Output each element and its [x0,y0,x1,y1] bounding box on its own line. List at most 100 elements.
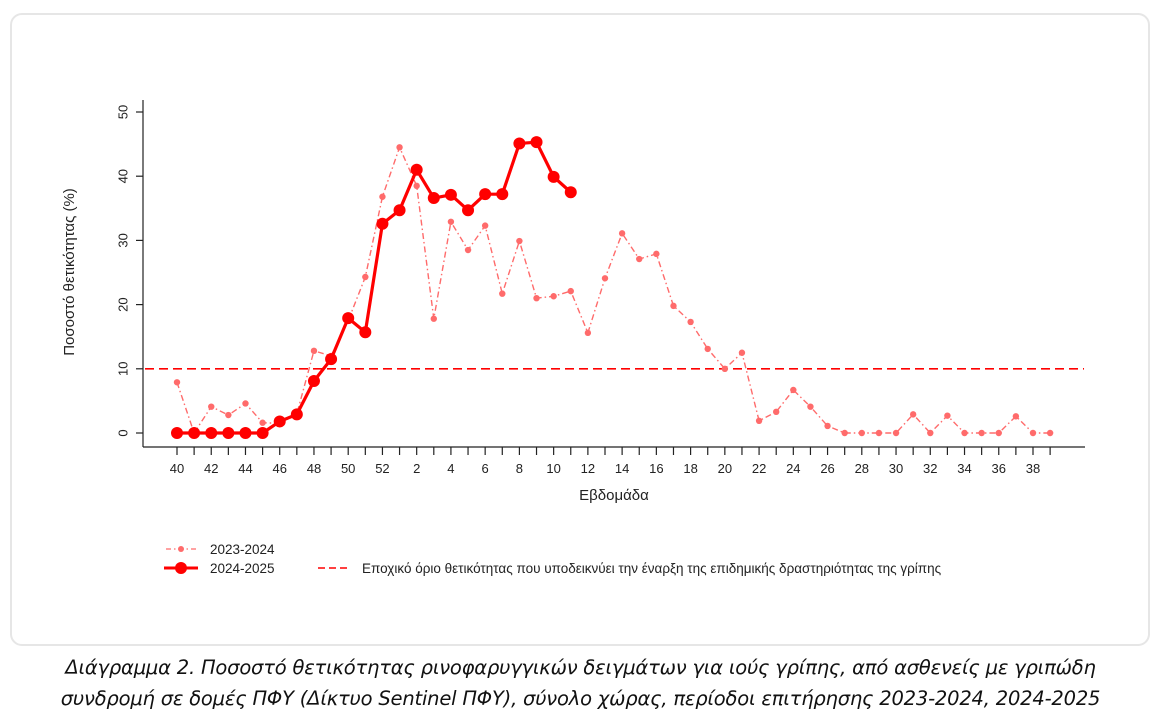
data-point-2024-2025 [462,204,475,217]
x-tick-label: 6 [482,461,489,476]
data-point-2023-2024 [944,412,951,419]
x-tick-label: 40 [170,461,184,476]
x-tick-label: 36 [992,461,1006,476]
y-axis-ticks: 0 10 20 30 40 50 [116,105,143,437]
data-point-2024-2025 [205,427,218,439]
x-tick-label: 48 [307,461,321,476]
data-point-2024-2025 [307,374,320,387]
data-point-2023-2024 [567,287,574,295]
x-tick-label: 44 [238,461,252,476]
x-tick-label: 22 [752,461,766,476]
data-point-2023-2024 [858,429,865,437]
y-tick-label: 0 [116,429,131,436]
data-point-2023-2024 [1029,429,1037,437]
y-tick-label: 50 [116,105,131,119]
data-point-2023-2024 [670,302,677,310]
data-point-2023-2024 [961,429,968,437]
data-point-2023-2024 [259,419,266,426]
data-point-2023-2024 [636,255,643,263]
data-point-2023-2024 [721,365,729,372]
x-tick-label: 20 [718,461,732,476]
legend-marker-2024-2025 [175,562,187,574]
data-point-2023-2024 [1046,429,1054,437]
figure-caption: Διάγραμμα 2. Ποσοστό θετικότητας ρινοφαρ… [0,652,1161,714]
x-tick-label: 30 [889,461,903,476]
legend-label-2023-2024: 2023-2024 [210,542,275,557]
data-point-2023-2024 [618,230,626,237]
data-point-2023-2024 [807,403,814,410]
data-point-2023-2024 [927,429,934,437]
x-tick-label: 8 [516,461,523,476]
data-point-2024-2025 [273,415,286,428]
x-tick-label: 38 [1026,461,1040,476]
x-tick-label: 28 [855,461,869,476]
data-point-2023-2024 [362,273,369,281]
data-point-2023-2024 [995,429,1002,437]
y-tick-label: 30 [116,233,131,247]
data-point-2024-2025 [359,326,372,339]
y-tick-label: 40 [116,169,131,183]
data-point-2023-2024 [481,222,489,229]
data-point-2023-2024 [738,349,746,356]
data-point-2023-2024 [430,315,437,322]
data-point-2023-2024 [653,250,660,258]
data-point-2024-2025 [222,427,235,439]
legend: 2023-2024 2024-2025 Εποχικό όριο θετικότ… [164,542,942,576]
data-point-2024-2025 [564,186,577,199]
data-point-2024-2025 [290,408,303,421]
data-point-2023-2024 [773,408,780,416]
x-tick-label: 14 [615,461,629,476]
x-tick-label: 50 [341,461,355,476]
data-point-2024-2025 [547,170,560,183]
data-point-2024-2025 [188,427,201,439]
x-tick-label: 34 [957,461,971,476]
x-tick-label: 46 [272,461,286,476]
legend-marker-2023-2024 [178,546,184,552]
data-point-2024-2025 [171,427,183,439]
y-tick-label: 20 [116,297,131,311]
series-2023-2024 [173,144,1054,437]
y-tick-label: 10 [116,362,131,376]
data-point-2023-2024 [1012,413,1020,420]
data-point-2023-2024 [464,246,472,254]
x-tick-label: 24 [786,461,800,476]
data-point-2024-2025 [325,353,338,366]
data-point-2024-2025 [479,188,492,201]
data-point-2023-2024 [242,400,249,407]
data-point-2023-2024 [892,429,900,437]
data-point-2024-2025 [342,312,355,325]
data-point-2023-2024 [704,345,711,353]
data-point-2023-2024 [841,429,848,437]
data-point-2023-2024 [824,422,831,430]
x-tick-label: 4 [447,461,454,476]
data-point-2023-2024 [499,290,506,297]
legend-label-threshold: Εποχικό όριο θετικότητας που υποδεικνύει… [362,561,942,576]
data-point-2023-2024 [533,294,540,302]
data-point-2024-2025 [496,188,509,201]
data-point-2024-2025 [376,217,389,230]
x-tick-label: 12 [581,461,595,476]
x-tick-label: 52 [375,461,389,476]
data-point-2023-2024 [909,411,917,418]
data-point-2023-2024 [601,275,609,282]
data-point-2024-2025 [513,137,526,150]
data-point-2023-2024 [584,329,592,337]
legend-label-2024-2025: 2024-2025 [210,561,275,576]
data-point-2023-2024 [173,379,181,386]
data-point-2023-2024 [379,193,386,200]
data-point-2024-2025 [256,427,269,439]
y-axis-label: Ποσοστό θετικότητας (%) [61,188,78,356]
data-point-2023-2024 [875,429,883,437]
data-point-2024-2025 [393,204,406,217]
data-point-2023-2024 [687,318,694,326]
chart-card [10,13,1150,646]
caption-line-1: Διάγραμμα 2. Ποσοστό θετικότητας ρινοφαρ… [65,656,1096,679]
data-point-2023-2024 [310,347,318,355]
x-tick-label: 18 [683,461,697,476]
data-point-2024-2025 [427,192,440,205]
data-point-2024-2025 [444,188,457,201]
caption-line-2: συνδρομή σε δομές ΠΦΥ (Δίκτυο Sentinel Π… [60,687,1101,710]
x-tick-label: 10 [546,461,560,476]
data-point-2023-2024 [413,182,420,190]
